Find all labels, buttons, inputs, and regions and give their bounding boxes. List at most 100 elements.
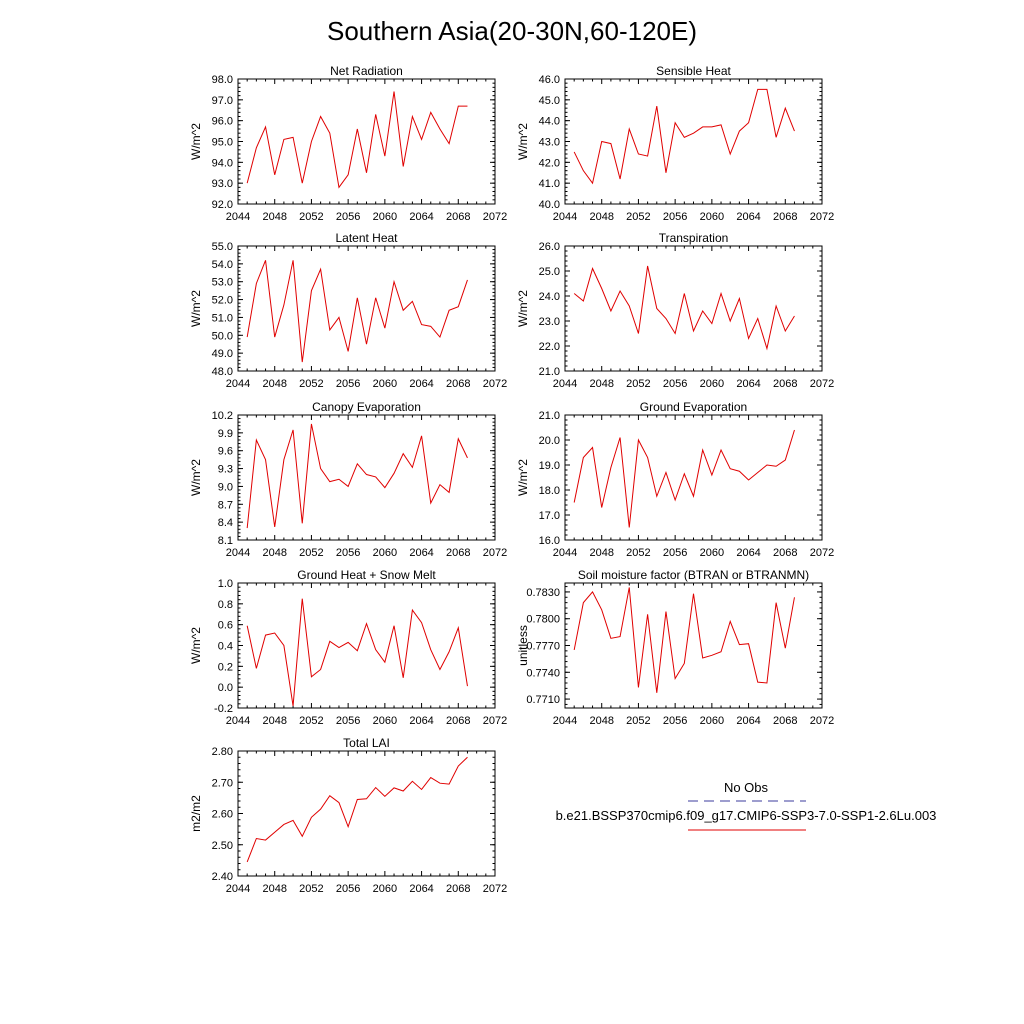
x-tick-label: 2064 [409,883,433,895]
x-tick-label: 2056 [663,715,687,727]
chart-panel: Canopy Evaporation W/m^2 2044 2048 2052 2056 2… [189,400,507,559]
y-tick-label: 50.0 [212,330,233,342]
y-tick-label: 52.0 [212,295,233,307]
y-tick-label: 98.0 [212,74,233,86]
y-tick-label: 40.0 [539,199,560,211]
y-tick-label: 42.0 [539,157,560,169]
x-tick-label: 2068 [773,715,797,727]
panel-title: Transpiration [659,231,729,245]
y-tick-label: 55.0 [212,241,233,253]
y-tick-label: 93.0 [212,178,233,190]
plot-frame [237,414,496,541]
x-tick-label: 2056 [336,378,360,390]
x-tick-label: 2048 [262,211,286,223]
y-tick-label: 22.0 [539,341,560,353]
x-tick-label: 2068 [773,211,797,223]
y-tick-label: 17.0 [539,510,560,522]
x-tick-label: 2044 [226,211,250,223]
x-tick-label: 2060 [373,547,397,559]
x-tick-label: 2044 [553,715,577,727]
series-line [246,423,468,529]
x-tick-label: 2044 [226,883,250,895]
y-tick-label: 0.2 [218,661,233,673]
x-tick-label: 2052 [299,715,323,727]
x-tick-label: 2056 [336,547,360,559]
panel-title: Net Radiation [330,64,403,78]
series-line [246,91,468,189]
plot-frame [237,78,496,205]
y-tick-label: 51.0 [212,312,233,324]
x-tick-label: 2060 [373,378,397,390]
y-tick-label: 97.0 [212,95,233,107]
legend-obs-label: No Obs [724,780,769,795]
y-axis-label: W/m^2 [516,123,530,160]
y-tick-label: 2.70 [212,777,233,789]
chart-panel: Soil moisture factor (BTRAN or BTRANMN) u… [516,568,834,727]
x-tick-label: 2060 [373,883,397,895]
y-tick-label: 0.7800 [526,614,560,626]
x-tick-label: 2072 [483,547,507,559]
plot-frame [564,245,823,372]
x-tick-label: 2044 [553,547,577,559]
y-tick-label: 54.0 [212,259,233,271]
y-axis-label: m2/m2 [189,795,203,832]
x-tick-label: 2048 [589,211,613,223]
y-tick-label: 46.0 [539,74,560,86]
y-tick-label: 0.7740 [526,667,560,679]
x-tick-label: 2072 [483,378,507,390]
series-line [573,587,795,693]
x-tick-label: 2056 [336,883,360,895]
x-tick-label: 2072 [810,211,834,223]
x-tick-label: 2072 [810,715,834,727]
y-tick-label: 48.0 [212,366,233,378]
chart-panel: Ground Evaporation W/m^2 2044 2048 2052 2056 2… [516,400,834,559]
y-tick-label: -0.2 [214,703,233,715]
x-tick-label: 2048 [262,883,286,895]
x-tick-label: 2064 [409,378,433,390]
y-tick-label: 19.0 [539,460,560,472]
x-tick-label: 2052 [299,378,323,390]
y-tick-label: 1.0 [218,578,233,590]
series-line [246,260,468,363]
chart-panel: Total LAI m2/m2 2044 2048 2052 2056 2060 2064 20… [189,736,507,895]
y-tick-label: 53.0 [212,277,233,289]
y-tick-label: 2.60 [212,809,233,821]
y-tick-label: 41.0 [539,178,560,190]
legend-model-label: b.e21.BSSP370cmip6.f09_g17.CMIP6-SSP3-7.… [556,808,937,823]
y-tick-label: 21.0 [539,366,560,378]
figure-title: Southern Asia(20-30N,60-120E) [327,16,697,46]
y-tick-label: 0.7830 [526,587,560,599]
chart-panel: Transpiration W/m^2 2044 2048 2052 2056 2060 20… [516,231,834,390]
y-tick-label: 0.6 [218,620,233,632]
x-tick-label: 2072 [810,547,834,559]
x-tick-label: 2072 [483,715,507,727]
chart-panel: Ground Heat + Snow Melt W/m^2 2044 2048 2052… [189,568,507,727]
plot-frame [237,582,496,709]
y-tick-label: 45.0 [539,95,560,107]
x-tick-label: 2064 [736,211,760,223]
y-axis-label: W/m^2 [189,123,203,160]
x-tick-label: 2044 [553,211,577,223]
x-tick-label: 2068 [446,715,470,727]
x-tick-label: 2056 [336,211,360,223]
x-tick-label: 2052 [626,378,650,390]
x-tick-label: 2044 [226,378,250,390]
y-tick-label: 0.8 [218,599,233,611]
x-tick-label: 2052 [299,211,323,223]
x-tick-label: 2064 [736,715,760,727]
y-tick-label: 21.0 [539,410,560,422]
x-tick-label: 2048 [262,715,286,727]
x-tick-label: 2064 [736,378,760,390]
x-tick-label: 2060 [700,211,724,223]
y-axis-label: W/m^2 [516,290,530,327]
y-tick-label: 16.0 [539,535,560,547]
panel-title: Ground Heat + Snow Melt [297,568,436,582]
y-tick-label: 95.0 [212,137,233,149]
series-line [246,756,468,863]
y-tick-label: 8.7 [218,499,233,511]
x-tick-label: 2060 [373,715,397,727]
x-tick-label: 2056 [336,715,360,727]
y-tick-label: 9.0 [218,481,233,493]
y-tick-label: 2.80 [212,746,233,758]
x-tick-label: 2044 [226,547,250,559]
